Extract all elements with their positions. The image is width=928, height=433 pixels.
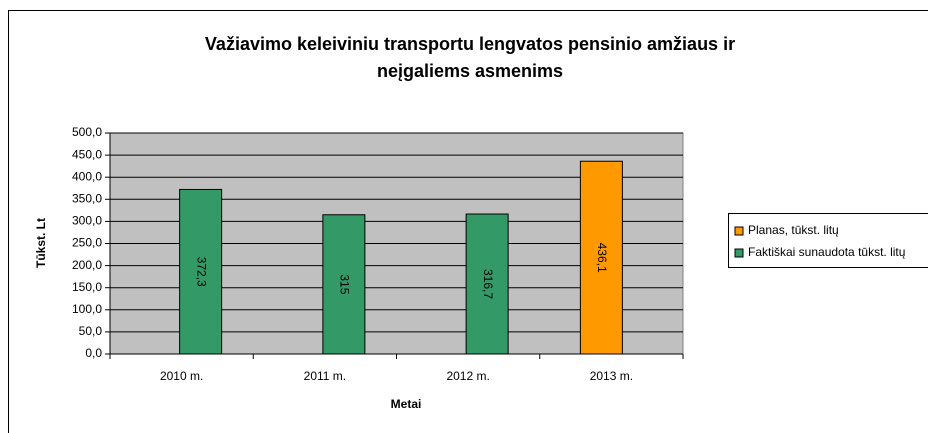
bar: [322, 214, 366, 355]
x-tick-label: 2010 m.: [160, 369, 203, 383]
legend-label: Faktiškai sunaudota tūkst. litų: [748, 245, 906, 259]
y-tick-label: 100,0: [72, 302, 102, 316]
y-tick-label: 0,0: [85, 346, 102, 360]
value-label: 316,7: [481, 269, 495, 299]
value-label: 372,3: [194, 257, 208, 287]
legend: [728, 213, 928, 268]
chart-title: neįgaliems asmenims: [377, 61, 563, 81]
y-tick-label: 450,0: [72, 147, 102, 161]
value-label: 315: [338, 274, 352, 294]
bar: [179, 188, 223, 355]
x-axis-label: Metai: [391, 397, 422, 411]
legend-swatch: [734, 226, 744, 236]
y-tick-label: 250,0: [72, 236, 102, 250]
y-tick-label: 150,0: [72, 280, 102, 294]
legend-swatch: [734, 248, 744, 258]
legend-label: Planas, tūkst. litų: [748, 223, 839, 237]
y-tick-label: 50,0: [79, 324, 103, 338]
value-label: 436,1: [595, 243, 609, 273]
y-tick-label: 200,0: [72, 258, 102, 272]
y-tick-label: 400,0: [72, 169, 102, 183]
y-tick-label: 500,0: [72, 125, 102, 139]
x-tick-label: 2011 m.: [304, 369, 346, 383]
y-tick-label: 350,0: [72, 191, 102, 205]
chart-title: Važiavimo keleiviniu transportu lengvato…: [205, 34, 735, 54]
x-tick-label: 2013 m.: [590, 369, 633, 383]
bar: [465, 213, 509, 355]
x-tick-label: 2012 m.: [446, 369, 489, 383]
y-axis-label: Tūkst. Lt: [34, 218, 48, 268]
bar: [579, 160, 623, 355]
y-tick-label: 300,0: [72, 214, 102, 228]
